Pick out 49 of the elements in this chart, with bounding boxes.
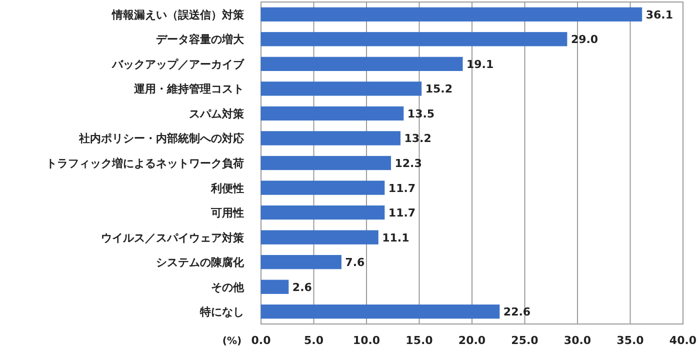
y-tick-label: 特になし (199, 306, 244, 319)
bar (260, 230, 378, 244)
x-tick-label: 5.0 (304, 334, 324, 347)
x-tick-label: 35.0 (616, 334, 644, 347)
bar (260, 7, 642, 22)
data-label: 2.6 (292, 280, 312, 294)
data-label: 7.6 (345, 256, 366, 270)
y-tick-label: 情報漏えい（誤送信）対策 (111, 8, 245, 22)
x-tick-label: 20.0 (458, 334, 486, 347)
data-label: 22.6 (503, 306, 531, 319)
x-tick-label: 15.0 (406, 334, 434, 347)
bar (260, 304, 500, 319)
y-tick-label: スパム対策 (189, 107, 245, 120)
bar (260, 180, 385, 195)
data-label: 19.1 (466, 58, 494, 71)
bar (260, 106, 404, 121)
bar (260, 205, 385, 220)
data-label: 15.2 (425, 82, 452, 96)
x-tick-label: 25.0 (511, 334, 539, 347)
data-label: 29.0 (570, 33, 598, 46)
bar (260, 32, 568, 46)
x-axis-title: (%) (222, 336, 242, 347)
x-tick-label: 10.0 (352, 334, 380, 347)
y-tick-label: トラフィック増によるネットワーク負荷 (46, 157, 244, 170)
y-tick-label: 可用性 (210, 206, 244, 220)
x-tick-label: 0.0 (251, 334, 272, 347)
y-tick-label: システムの陳腐化 (156, 256, 245, 270)
y-tick-label: バックアップ／アーカイブ (111, 58, 245, 71)
y-tick-label: 利便性 (210, 182, 244, 195)
bar (260, 280, 289, 294)
data-label: 36.1 (646, 8, 673, 22)
bar (260, 131, 401, 146)
bar (260, 56, 463, 71)
data-label: 11.1 (382, 231, 410, 244)
y-tick-label: 社内ポリシー・内部統制への対応 (78, 132, 245, 146)
data-label: 11.7 (388, 182, 416, 195)
data-label: 13.5 (407, 107, 435, 120)
data-label: 12.3 (394, 157, 422, 170)
data-label: 11.7 (388, 206, 416, 220)
y-tick-label: ウイルス／スパイウェア対策 (101, 231, 245, 244)
y-tick-label: 運用・維持管理コスト (133, 82, 244, 96)
bar (260, 82, 422, 96)
bar (260, 156, 392, 170)
y-tick-label: その他 (211, 280, 245, 294)
bar (260, 255, 342, 270)
x-tick-label: 40.0 (669, 334, 697, 347)
x-tick-label: 30.0 (564, 334, 592, 347)
y-tick-label: データ容量の増大 (156, 33, 245, 46)
data-label: 13.2 (404, 132, 432, 146)
